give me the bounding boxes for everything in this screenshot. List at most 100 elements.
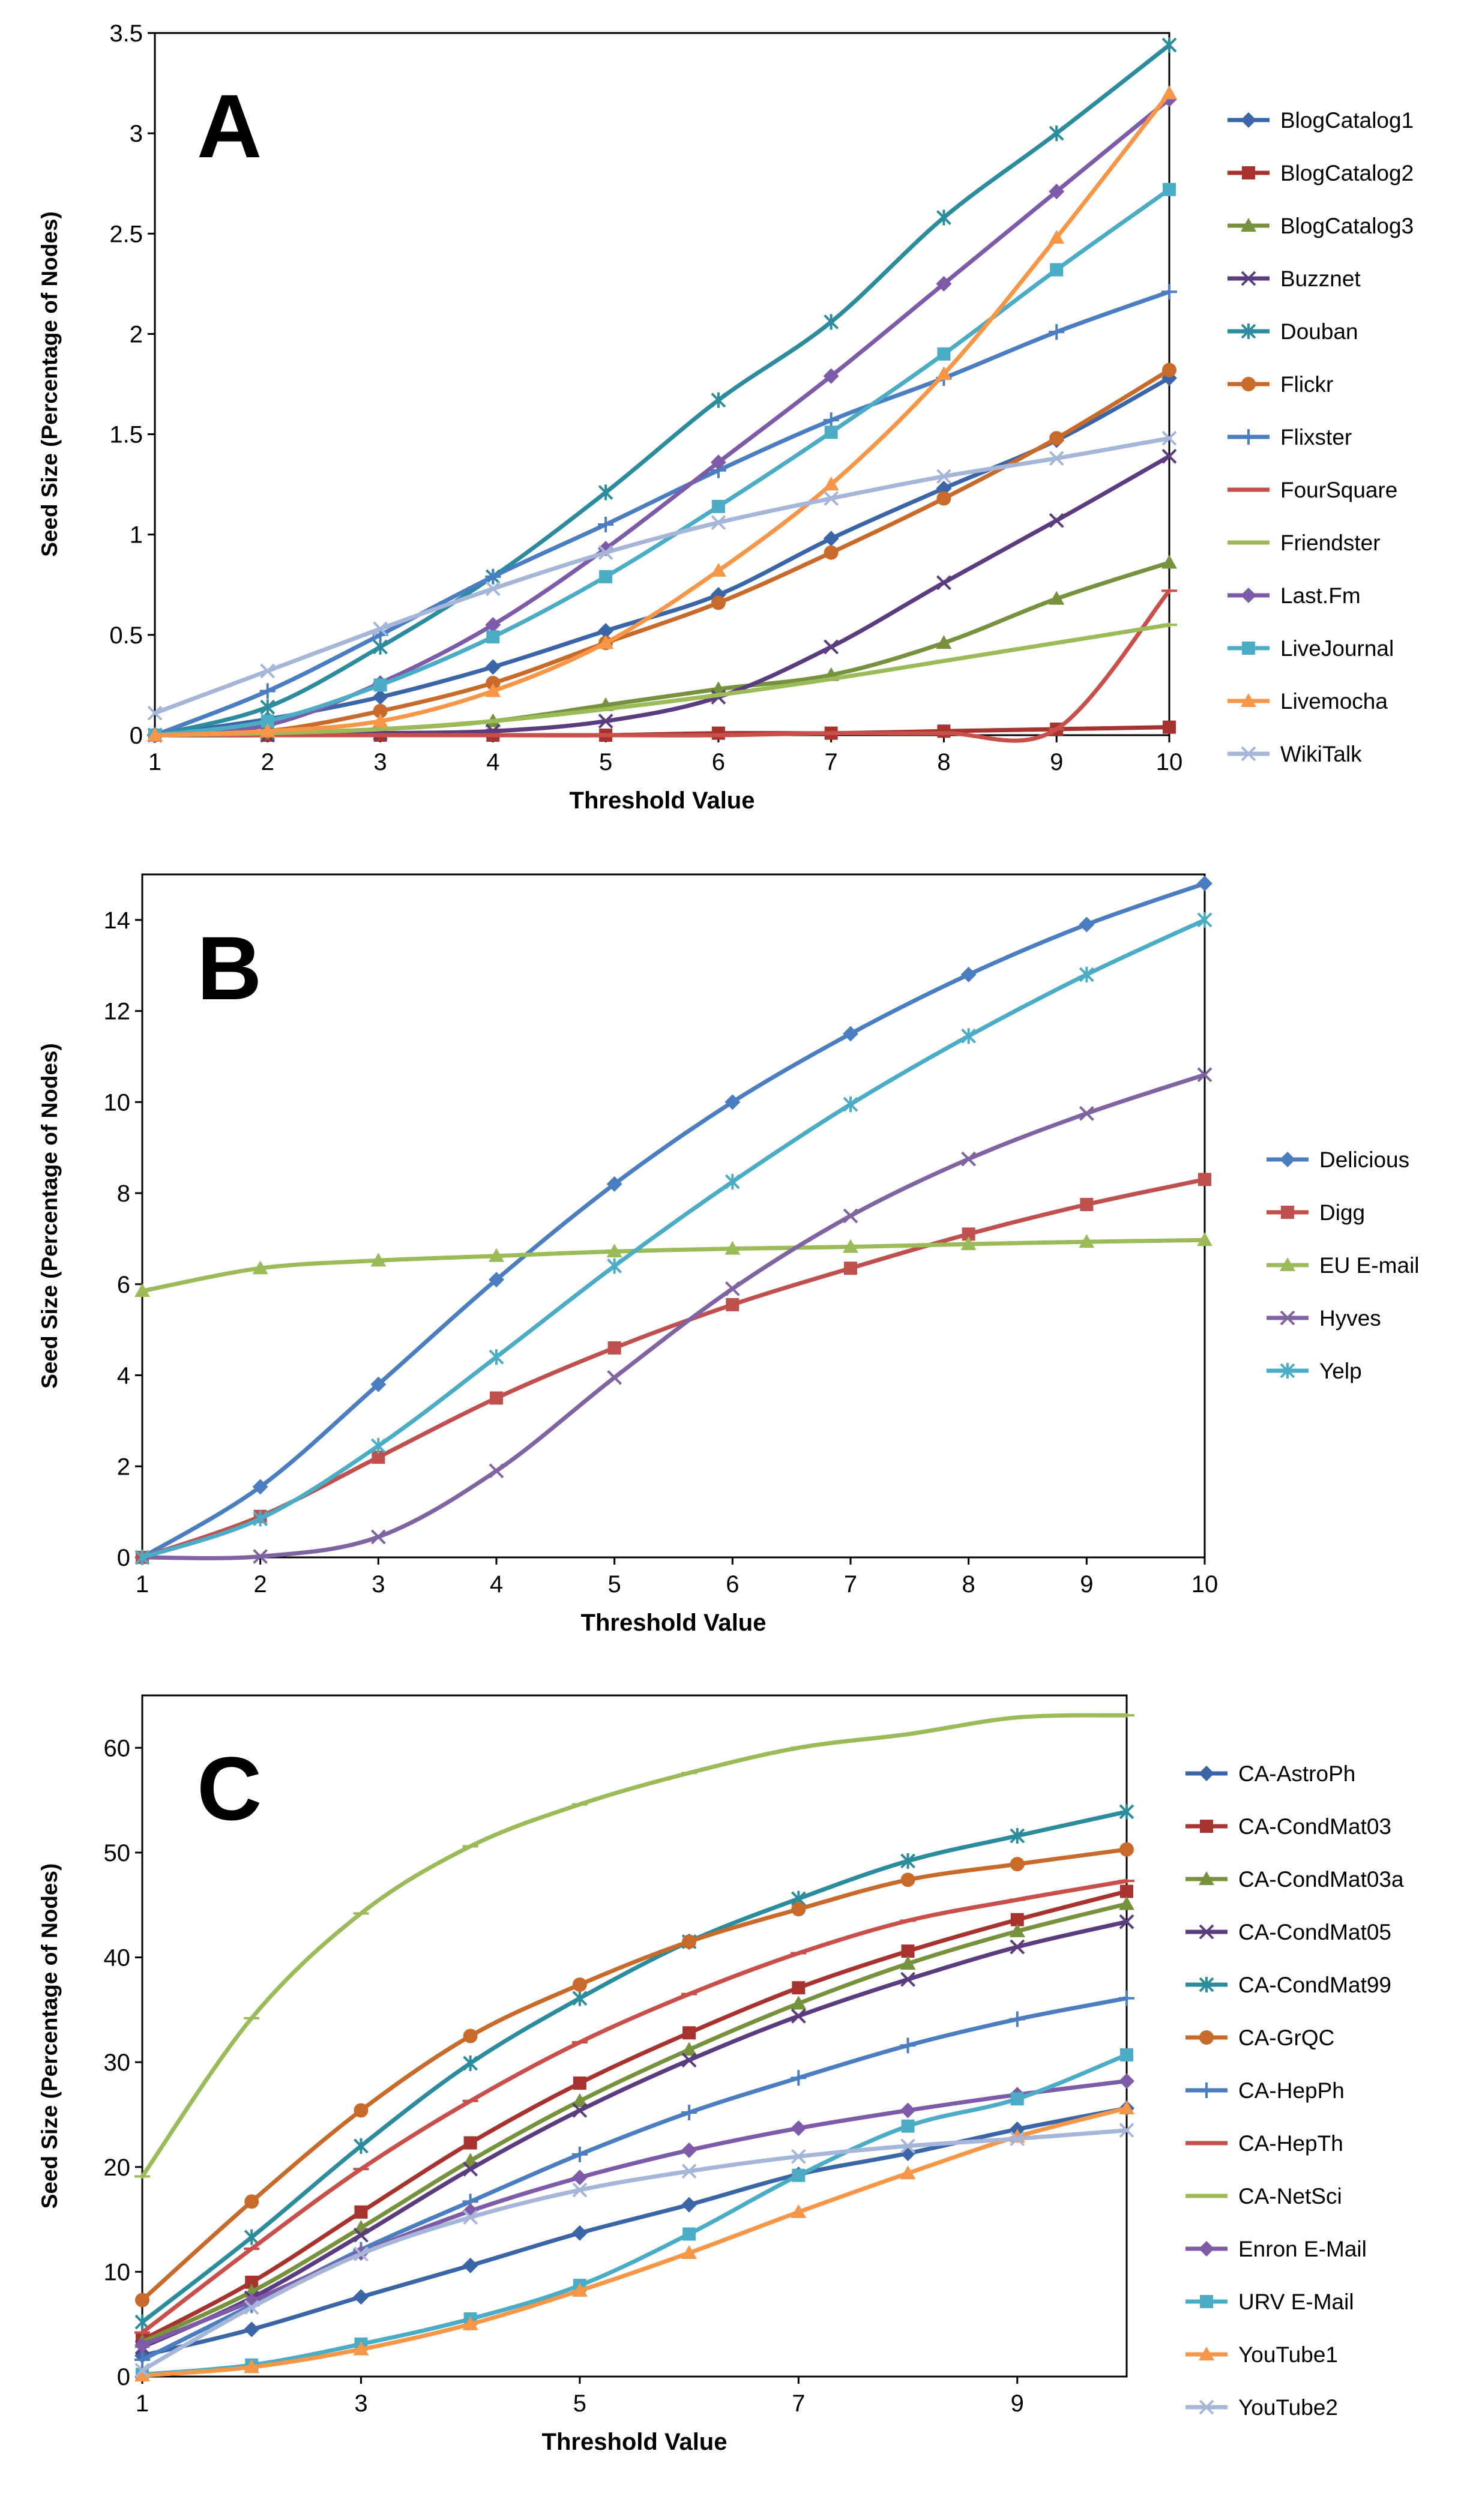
panel-c-series-ca-grqc-marker xyxy=(1119,1842,1134,1857)
panel-c-legend-item-marker xyxy=(1200,2295,1213,2308)
panel-c-series-ca-condmat99-marker xyxy=(900,1853,915,1869)
panel-c-series-youtube2 xyxy=(134,2123,1134,2378)
panel-c-series-enron-e-mail-marker xyxy=(1119,2073,1134,2089)
panel-b-series-eu-e-mail-marker xyxy=(843,1239,858,1253)
panel-c-series-youtube2-marker xyxy=(354,2246,369,2262)
panel-a-label: A xyxy=(197,76,262,176)
panel-a-legend-item-marker xyxy=(1242,166,1255,179)
panel-c-legend-item: CA-CondMat05 xyxy=(1185,1920,1391,1944)
panel-a-series-flickr-marker xyxy=(1162,362,1176,377)
panel-c-series-ca-hepph-marker xyxy=(1009,2011,1025,2027)
panel-b-series-digg-marker xyxy=(490,1391,503,1405)
panel-a-series-livejournal-marker xyxy=(599,570,613,583)
panel-b-xtick-label: 3 xyxy=(372,1571,385,1598)
panel-b-series-hyves-marker xyxy=(724,1281,740,1296)
panel-c-series-ca-condmat03a-marker xyxy=(571,2093,588,2107)
panel-b-ytick-label: 12 xyxy=(104,999,131,1025)
panel-c-series-ca-grqc-marker xyxy=(682,1934,697,1949)
panel-b-series-eu-e-mail xyxy=(134,1232,1212,1298)
panel-a-series-livejournal-marker xyxy=(711,499,725,513)
panel-a-series-flixster-marker xyxy=(1049,324,1065,340)
panel-c-legend-item-label: CA-CondMat03 xyxy=(1238,1814,1391,1839)
panel-a-series-last-fm-marker xyxy=(710,454,726,471)
panel-a-legend-item-label: BlogCatalog2 xyxy=(1280,161,1414,185)
panel-c-series-ca-astroph-marker xyxy=(571,2225,588,2241)
panel-c-legend-item: URV E-Mail xyxy=(1185,2290,1354,2314)
panel-a-series-livemocha-marker xyxy=(372,713,388,727)
panel-c-legend-item-marker xyxy=(1199,1766,1214,1781)
panel-c-series-ca-condmat03-marker xyxy=(463,2136,477,2150)
panel-a-series-douban-marker xyxy=(1049,125,1064,142)
panel-b-xtick-label: 9 xyxy=(1080,1571,1093,1598)
panel-c-ytick-label: 10 xyxy=(104,2259,131,2285)
panel-b-xtick-label: 1 xyxy=(136,1571,149,1598)
panel-c-series-ca-condmat05-marker xyxy=(791,2008,806,2024)
panel-a-legend-item: Buzznet xyxy=(1228,266,1361,291)
panel-b-series-delicious-marker xyxy=(960,966,977,982)
panel-b-series-eu-e-mail-marker xyxy=(606,1243,622,1258)
panel-c: 0 10 20 30 40 50 60 1 3 5 7 9 Threshold Value Seed Si… xyxy=(37,1694,1404,2455)
panel-a-series-last-fm-marker xyxy=(485,617,501,633)
panel-c-legend-item-label: CA-CondMat03a xyxy=(1238,1867,1404,1892)
panel-a-series-flickr-marker xyxy=(824,545,839,560)
panel-a-series-livemocha-marker xyxy=(1049,229,1065,244)
panel-a-legend-item-label: WikiTalk xyxy=(1280,742,1362,766)
panel-a-legend-item-label: Flixster xyxy=(1280,425,1352,450)
panel-a-series-blogcatalog3-marker xyxy=(1049,591,1065,605)
panel-b-legend-item-marker xyxy=(1280,1363,1295,1379)
panel-c-series-youtube1-marker xyxy=(353,2341,369,2356)
panel-b-series-yelp-marker xyxy=(607,1258,622,1274)
panel-b-ytick-label: 8 xyxy=(117,1180,130,1207)
panel-c-series-youtube2-marker xyxy=(1010,2131,1025,2147)
panel-b-series-hyves-marker xyxy=(370,1529,386,1545)
panel-a-ytick-label: 2.5 xyxy=(109,221,143,247)
panel-c-series-ca-condmat05-marker xyxy=(572,2103,588,2118)
panel-b-series-yelp-marker xyxy=(253,1511,268,1527)
panel-b-series-delicious-marker xyxy=(724,1094,741,1110)
panel-a-series-buzznet-marker xyxy=(1161,448,1177,464)
panel-a-legend-item-marker xyxy=(1241,112,1256,128)
panel-b-series-yelp xyxy=(134,912,1212,1565)
panel-c-legend-item-label: CA-AstroPh xyxy=(1238,1761,1355,1786)
panel-a-legend-item-label: Livemocha xyxy=(1280,689,1388,714)
panel-b-xtick-label: 5 xyxy=(608,1571,621,1598)
panel-b-xtick-label: 4 xyxy=(490,1571,503,1598)
panel-c-series-ca-grqc-marker xyxy=(900,1872,915,1887)
panel-a-series-wikitalk-marker xyxy=(485,581,501,597)
panel-b-ytick-label: 6 xyxy=(117,1272,130,1298)
panel-c-plot-area xyxy=(141,1694,1128,2378)
panel-a-series-blogcatalog2-marker xyxy=(1163,720,1176,734)
panel-c-series-youtube2-marker xyxy=(463,2210,478,2225)
panel-c-series-ca-condmat03-marker xyxy=(1010,1913,1024,1926)
panel-c-series-urv-e-mail-marker xyxy=(1010,2092,1024,2106)
panel-c-series-ca-condmat03a-marker xyxy=(791,1995,807,2010)
panel-b-legend-item-marker xyxy=(1280,1257,1295,1271)
panel-a-series-friendster-line xyxy=(152,622,1172,738)
panel-b-series-eu-e-mail-marker xyxy=(1079,1234,1095,1248)
panel-c-series-ca-grqc-marker xyxy=(1010,1857,1025,1872)
panel-a-legend-item-marker xyxy=(1242,642,1255,655)
panel-c-series-youtube1-line xyxy=(140,2106,1129,2378)
panel-a-xtick-label: 3 xyxy=(373,749,387,775)
panel-a-series-flixster-marker xyxy=(1161,284,1177,300)
panel-c-series-youtube1-marker xyxy=(791,2204,807,2218)
panel-a-series-last-fm-marker xyxy=(936,275,952,292)
panel-c-series-ca-condmat99-marker xyxy=(572,1990,588,2006)
panel-a-series-wikitalk-marker xyxy=(373,621,388,637)
panel-c-series-youtube1-marker xyxy=(244,2359,260,2374)
panel-b-series-eu-e-mail-marker xyxy=(724,1240,741,1255)
panel-c-series-youtube1-marker xyxy=(134,2368,150,2382)
panel-b-ytick-label: 14 xyxy=(104,907,131,934)
panel-c-ytick-label: 50 xyxy=(104,1840,131,1866)
panel-c-series-ca-grqc-marker xyxy=(572,1977,587,1992)
panel-a-legend-item-marker xyxy=(1241,218,1256,232)
panel-b-series-delicious-marker xyxy=(1197,876,1212,892)
panel-c-series-ca-condmat05-marker xyxy=(900,1971,915,1987)
panel-c-series-ca-grqc xyxy=(135,1842,1134,2308)
panel-c-legend-item: YouTube2 xyxy=(1185,2395,1338,2420)
panel-a-series-blogcatalog1-line xyxy=(152,376,1172,738)
panel-b-series-delicious-marker xyxy=(489,1272,504,1288)
panel-c-series-ca-hepph-marker xyxy=(571,2146,588,2162)
panel-a-y-axis-title: Seed Size (Percentage of Nodes) xyxy=(37,211,62,557)
panel-c-series-ca-condmat99-marker xyxy=(354,2138,369,2154)
